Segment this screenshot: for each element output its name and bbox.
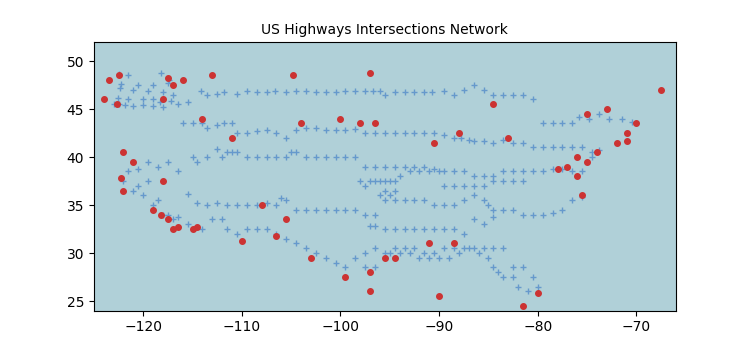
Title: US Highways Intersections Network: US Highways Intersections Network [261, 23, 508, 37]
